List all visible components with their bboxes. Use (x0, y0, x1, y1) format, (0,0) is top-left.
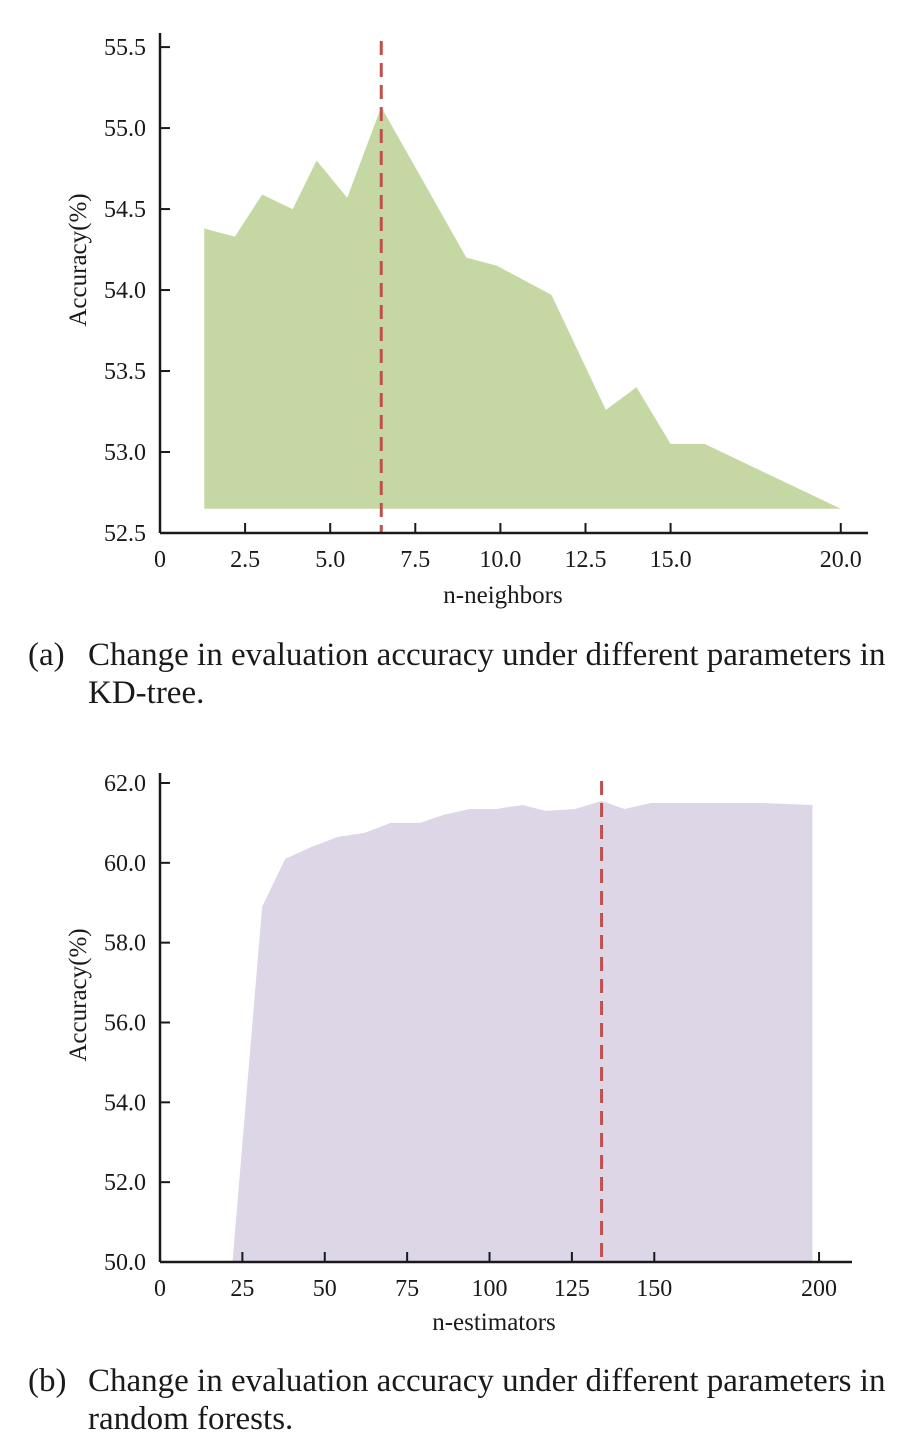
y-tick-label: 55.5 (104, 35, 146, 61)
x-tick-label: 25 (230, 1276, 254, 1302)
chart-a: 0 2.5 5.0 7.5 10.0 12.5 15.0 20.0 52.5 53.0 53.5 54… (65, 33, 868, 609)
x-tick-label: 125 (554, 1276, 590, 1302)
x-tick-label: 15.0 (650, 547, 692, 573)
area-series-0 (204, 107, 841, 509)
y-tick-label: 52.5 (104, 521, 146, 547)
y-tick-label: 60.0 (104, 851, 146, 877)
caption-a-label: (a) (28, 637, 65, 673)
caption-a-text: Change in evaluation accuracy under diff… (88, 637, 886, 711)
x-tick-label: 5.0 (315, 547, 345, 573)
x-axis-title: n-neighbors (443, 582, 562, 609)
y-axis-title: Accuracy(%) (65, 928, 92, 1061)
x-tick-label: 0 (154, 547, 166, 573)
x-tick-label: 150 (636, 1276, 672, 1302)
x-tick-label: 12.5 (564, 547, 606, 573)
y-tick-label: 54.0 (104, 1090, 146, 1116)
x-tick-label: 200 (801, 1276, 837, 1302)
y-tick-label: 62.0 (104, 771, 146, 797)
y-tick-label: 56.0 (104, 1010, 146, 1036)
y-tick-label: 55.0 (104, 116, 146, 142)
y-axis-title: Accuracy(%) (65, 193, 92, 326)
y-tick-label: 54.5 (104, 197, 146, 223)
area-layer (232, 800, 813, 1262)
chart-b: 0 25 50 75 100 125 150 200 50.0 52.0 54.0 56.0 58.0 6… (65, 771, 852, 1336)
x-tick-label: 75 (395, 1276, 419, 1302)
x-tick-label: 10.0 (479, 547, 521, 573)
y-tick-label: 53.0 (104, 440, 146, 466)
area-layer (204, 107, 841, 509)
y-tick-label: 54.0 (104, 278, 146, 304)
x-tick-label: 0 (154, 1276, 166, 1302)
area-series-0 (232, 800, 813, 1262)
axes-layer: 0 2.5 5.0 7.5 10.0 12.5 15.0 20.0 52.5 53.0 53.5 54… (104, 33, 868, 573)
y-tick-label: 50.0 (104, 1250, 146, 1276)
x-tick-label: 7.5 (400, 547, 430, 573)
caption-b-text: Change in evaluation accuracy under diff… (88, 1363, 886, 1437)
x-tick-label: 20.0 (820, 547, 862, 573)
x-tick-label: 2.5 (230, 547, 260, 573)
y-tick-label: 53.5 (104, 359, 146, 385)
y-tick-label: 58.0 (104, 931, 146, 957)
x-axis-title: n-estimators (432, 1309, 556, 1336)
x-tick-label: 50 (313, 1276, 337, 1302)
x-tick-label: 100 (472, 1276, 508, 1302)
axes-layer: 0 25 50 75 100 125 150 200 50.0 52.0 54.0 56.0 58.0 6… (104, 771, 852, 1302)
y-tick-label: 52.0 (104, 1170, 146, 1196)
caption-b-label: (b) (28, 1363, 67, 1399)
